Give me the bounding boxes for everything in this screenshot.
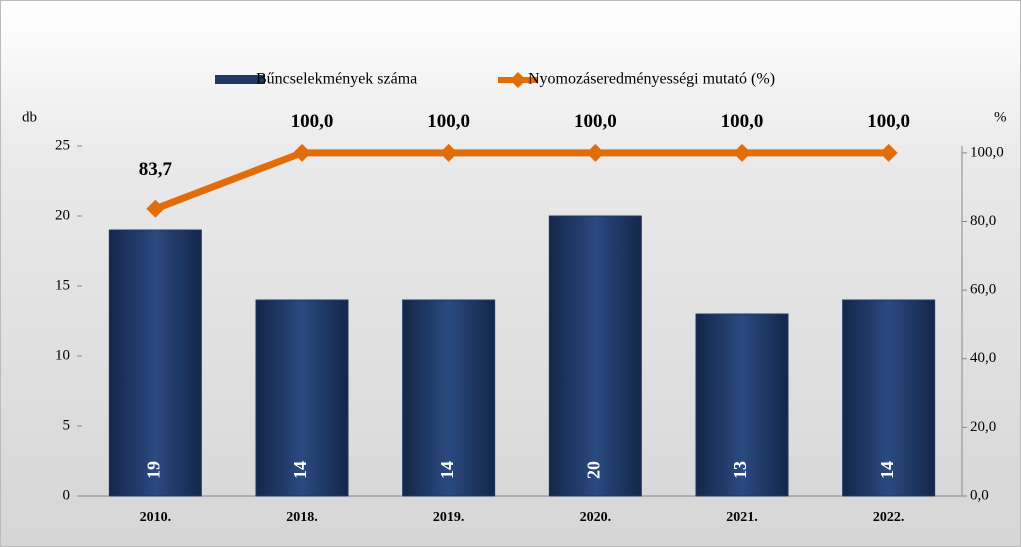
y-tick-label: 10 [55, 347, 70, 363]
bar [548, 215, 642, 497]
y-tick-label: 25 [55, 137, 70, 153]
legend-swatch [215, 75, 265, 84]
bar [108, 229, 202, 497]
y2-tick-label: 40,0 [970, 350, 996, 366]
line-value-label: 100,0 [574, 111, 617, 132]
y2-tick-label: 60,0 [970, 282, 996, 298]
bar-value-label: 14 [877, 461, 897, 479]
line-value-label: 100,0 [867, 111, 910, 132]
y2-tick-label: 0,0 [970, 487, 989, 503]
x-tick-label: 2020. [580, 510, 612, 525]
bar [402, 299, 496, 497]
x-tick-label: 2010. [140, 510, 172, 525]
y-tick-label: 20 [55, 207, 70, 223]
y-tick-label: 5 [63, 417, 71, 433]
y2-tick-label: 80,0 [970, 213, 996, 229]
bar-value-label: 14 [290, 461, 310, 479]
legend-label: Bűncselekmények száma [256, 71, 417, 88]
line [154, 149, 889, 213]
bar-value-label: 14 [437, 461, 457, 479]
line-value-label: 83,7 [139, 159, 173, 180]
x-tick-label: 2022. [873, 510, 905, 525]
line-value-label: 100,0 [427, 111, 470, 132]
y-axis-title: db [22, 109, 37, 125]
y2-tick-label: 100,0 [970, 144, 1004, 160]
line-marker [879, 143, 898, 162]
line-marker [293, 143, 311, 162]
bar-value-label: 13 [730, 461, 750, 479]
line-marker [439, 143, 458, 162]
x-tick-label: 2019. [433, 510, 465, 525]
bar [695, 313, 789, 497]
line-marker [733, 143, 751, 162]
line-value-label: 100,0 [291, 111, 334, 132]
y2-axis-title: % [994, 109, 1007, 125]
y-tick-label: 15 [55, 277, 70, 293]
legend-marker [510, 72, 526, 88]
bar-value-label: 20 [583, 461, 603, 479]
x-tick-label: 2018. [286, 510, 318, 525]
line-value-label: 100,0 [721, 111, 764, 132]
y2-tick-label: 20,0 [970, 419, 996, 435]
bar [255, 299, 349, 497]
bar [842, 299, 936, 497]
y-tick-label: 0 [63, 487, 71, 503]
legend-label: Nyomozáseredményességi mutató (%) [528, 71, 775, 88]
line-marker [586, 143, 605, 162]
x-tick-label: 2021. [726, 510, 758, 525]
line-marker [146, 199, 165, 218]
bar-value-label: 19 [143, 461, 163, 479]
